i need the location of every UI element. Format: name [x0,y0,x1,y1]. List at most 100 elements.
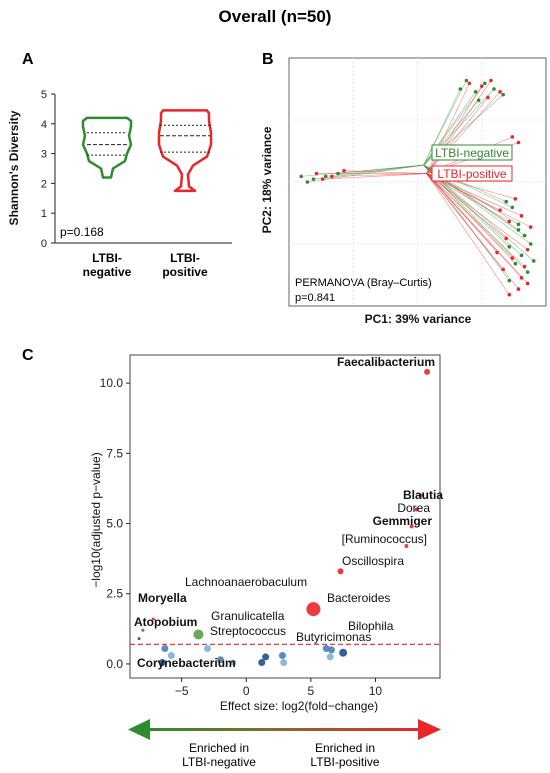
panel-b-spider-line [426,97,489,174]
panel-b-spider-line [337,164,424,174]
panel-b-point [531,259,536,263]
panel-b-point [516,222,521,227]
panel-b-point [479,84,484,88]
panel-b-spider-line [423,80,467,166]
volcano-label: Granulicatella [211,609,285,623]
volcano-label: Corynebacterium [137,656,236,670]
panel-b-spider-line [426,173,528,250]
panel-b-p-value: p=0.841 [295,292,335,304]
volcano-point [137,637,141,641]
direction-arrow-right-head [418,719,441,740]
panel-b-spider-line [344,170,427,174]
panel-b-point [492,87,496,91]
panel-b-point [323,174,328,179]
volcano-label: Dorea [397,501,430,515]
panel-b-y-axis-label: PC2: 18% variance [260,126,274,233]
panel-c-x-tick-label: 10 [369,684,383,698]
panel-b-point [525,247,530,252]
panel-c: C −log10(adjusted p−value) Effect size: … [22,347,443,769]
panel-b-point [311,177,316,181]
panel-b-point [522,233,527,238]
panel-b-spider-line [426,173,513,259]
panel-a-x-tick-label: positive [162,265,208,279]
panel-b-point [498,90,502,94]
volcano-point [167,652,175,660]
volcano-label: Lachnoanaerobaculum [185,575,307,589]
volcano-point [339,648,348,657]
panel-c-x-axis-label: Effect size: log2(fold−change) [220,699,378,713]
volcano-label: [Ruminococcus] [342,532,427,546]
panel-b-permanova-label: PERMANOVA (Bray–Curtis) [295,277,432,289]
panel-c-y-tick-label: 10.0 [100,376,124,390]
panel-a-y-tick-label: 4 [41,119,47,131]
panel-c-y-tick-label: 5.0 [106,517,123,531]
panel-b-spider-line [426,173,507,239]
volcano-label: Atopobium [134,615,197,629]
panel-b-point [519,214,524,218]
panel-b-legend-box [431,165,513,182]
volcano-point [278,652,286,660]
panel-c-x-tick-label: −5 [175,684,189,698]
panel-b-point [516,287,521,291]
volcano-point [141,628,145,632]
panel-b-point [314,171,319,176]
volcano-point [337,568,344,575]
panel-a-p-value: p=0.168 [60,225,104,239]
panel-b-point [513,197,518,201]
panel-c-y-tick-label: 0.0 [106,657,123,671]
volcano-point [409,524,414,529]
panel-a-y-tick-label: 0 [41,238,47,250]
volcano-point [204,645,211,653]
panel-b-x-axis-label: PC1: 39% variance [365,312,472,326]
panel-b-label: B [262,51,274,68]
volcano-point [418,493,423,498]
panel-b-point [473,90,478,94]
panel-c-y-tick-label: 7.5 [106,446,123,460]
panel-b-point [507,245,512,249]
volcano-point [306,602,321,617]
panel-b-point [528,225,533,229]
violin-ltbi-positive [157,109,213,193]
panel-b-point [516,140,521,145]
panel-a-y-tick-label: 2 [41,178,47,190]
volcano-label: Bacteroides [327,591,390,605]
panel-b-point [510,205,515,210]
panel-b-point [528,242,533,246]
panel-b-spider-line [426,173,528,284]
panel-b-legend-label: LTBI-negative [435,146,509,160]
panel-b-spider-line [426,173,510,222]
panel-b-point [525,270,530,274]
panel-b-point [501,92,505,97]
panel-b-point [467,81,472,86]
panel-b-spider-line [426,173,525,267]
panel-b: B PC2: 18% variance PC1: 39% variance PE… [260,51,547,326]
volcano-label: Bilophila [348,619,394,633]
volcano-label: Blautia [403,488,443,502]
arrow-right-label-line2: LTBI-positive [310,755,379,769]
volcano-point [414,507,419,512]
violin-ltbi-negative [81,116,133,179]
panel-b-point [507,219,512,224]
panel-b-point [458,87,463,91]
volcano-point [326,653,334,661]
panel-b-point [513,261,518,266]
panel-b-point [498,208,502,212]
panel-b-point [305,180,310,184]
direction-arrow-left-head [128,719,150,740]
panel-a-y-tick-label: 5 [41,89,47,101]
panel-b-point [507,292,512,297]
volcano-point [424,368,431,375]
panel-b-point [299,174,304,179]
panel-a: A Shannon's Diversity p=0.168 0 1 2 3 4 5 LTBI… [7,51,232,279]
panel-b-point [320,177,325,181]
panel-b-point [489,78,493,83]
panel-b-point [486,95,490,100]
panel-b-spider-line [426,173,504,270]
panel-b-legend-label: LTBI-positive [437,167,506,181]
volcano-point [322,645,330,653]
panel-a-x-tick-label: LTBI- [92,251,122,265]
volcano-label: Gemmiger [373,514,433,528]
panel-b-point [525,281,530,286]
panel-a-x-tick-label: LTBI- [170,251,200,265]
